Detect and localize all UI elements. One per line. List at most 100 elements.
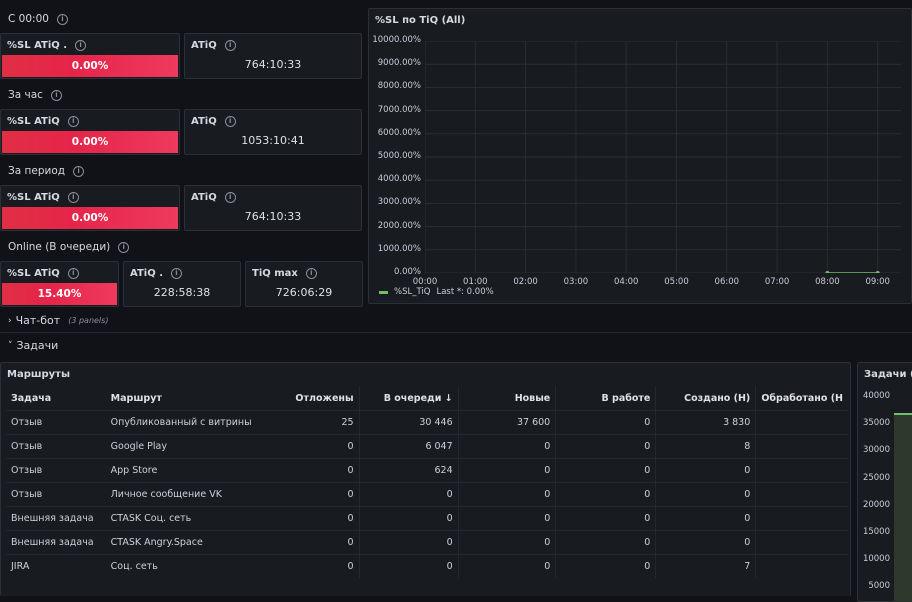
row-title-period[interactable]: За период i	[8, 165, 85, 177]
table-row: Отзыв Google Play 0 6 047 0 0 8	[6, 434, 848, 459]
x-tick-label: 07:00	[764, 277, 790, 287]
panel-title: ATiQ i	[191, 192, 236, 203]
info-icon[interactable]: i	[224, 40, 236, 51]
y-tick-label: 25000	[862, 472, 890, 483]
panel-title-label: ATiQ	[191, 40, 217, 51]
row-title-hour-label: За час	[8, 89, 43, 101]
table-row: Внешняя задача CTASK Соц. сеть 0 0 0 0 0	[6, 506, 848, 531]
info-icon[interactable]: i	[50, 89, 62, 101]
info-icon[interactable]: i	[56, 13, 68, 25]
table-cell: Внешняя задача	[6, 530, 106, 555]
panel-title-label: ATiQ	[191, 116, 217, 127]
stat-panel-sl-online: %SL ATiQ i 15.40%	[0, 261, 119, 307]
panel-title-label: ATiQ	[191, 192, 217, 203]
y-tick-label: 35000	[862, 418, 890, 429]
info-icon[interactable]: i	[171, 268, 182, 279]
y-tick-label: 4000.00%	[377, 174, 421, 185]
y-tick-label: 8000.00%	[377, 81, 421, 92]
row-chatbot[interactable]: › Чат-бот (3 panels)	[8, 314, 108, 327]
table-cell: 30 446	[359, 410, 459, 435]
panel-title-label: %SL ATiQ	[7, 192, 60, 203]
x-tick-label: 00:00	[412, 277, 438, 287]
table-cell: 0	[555, 554, 657, 578]
sort-desc-icon: ↓	[444, 392, 453, 404]
table-cell: JIRA	[6, 554, 106, 578]
column-header-in-queue[interactable]: В очереди ↓	[359, 386, 459, 411]
stat-value: 1053:10:41	[241, 134, 305, 147]
table-cell: Отзыв	[6, 410, 106, 435]
y-tick-label: 10000	[862, 554, 890, 565]
table-cell: 0	[458, 530, 557, 555]
table-cell: 0	[256, 458, 360, 483]
row-title-online[interactable]: Online (В очереди) i	[8, 241, 130, 253]
column-header-created[interactable]: Создано (Н)	[655, 386, 757, 411]
info-icon[interactable]: i	[224, 192, 236, 203]
info-icon[interactable]: i	[75, 40, 87, 51]
table-cell: Отзыв	[6, 434, 106, 459]
column-header-new[interactable]: Новые	[458, 386, 557, 411]
table-cell: 0	[458, 458, 557, 483]
table-row: JIRA Соц. сеть 0 0 0 0 7	[6, 554, 848, 578]
info-icon[interactable]: i	[67, 268, 79, 279]
y-axis: 40000 35000 30000 25000 20000 15000 10000 5000	[858, 363, 892, 601]
info-icon[interactable]: i	[67, 116, 79, 127]
table-cell: 8	[655, 434, 757, 459]
table-cell: 0	[555, 458, 657, 483]
row-title-hour[interactable]: За час i	[8, 89, 62, 101]
panel-title: %SL ATiQ i	[7, 192, 79, 203]
table-row: Отзыв App Store 0 624 0 0 0	[6, 458, 848, 483]
table-cell: Google Play	[105, 434, 257, 459]
tasks-graph-panel[interactable]: Задачи (All 40000 35000 30000 25000 20000 150…	[857, 362, 912, 602]
info-icon[interactable]: i	[305, 268, 317, 279]
y-tick-label: 5000.00%	[377, 151, 421, 161]
panel-title: TiQ max i	[252, 268, 317, 279]
stat-panel-atiq-hour: ATiQ i 1053:10:41	[184, 109, 362, 155]
column-header-in-queue-label: В очереди	[383, 392, 442, 404]
column-header-route[interactable]: Маршрут	[110, 392, 162, 404]
divider	[0, 332, 912, 333]
info-icon[interactable]: i	[118, 241, 130, 253]
legend[interactable]: %SL_TiQ Last *: 0.00%	[379, 287, 494, 297]
info-icon[interactable]: i	[67, 192, 79, 203]
y-tick-label: 15000	[862, 527, 890, 537]
stat-value: 0.00%	[2, 55, 178, 77]
chevron-right-icon: ›	[8, 315, 12, 326]
column-header-task[interactable]: Задача	[11, 392, 52, 404]
row-title-since[interactable]: С 00:00 i	[8, 13, 68, 25]
table-cell: 0	[555, 482, 657, 507]
chevron-down-icon: ˅	[8, 340, 13, 351]
panel-title-label: %SL ATiQ	[7, 268, 60, 279]
table-cell: 0	[256, 506, 360, 531]
stat-panel-atiq-since: ATiQ i 764:10:33	[184, 33, 362, 79]
table-cell: 0	[555, 410, 657, 435]
table-cell: 0	[256, 554, 360, 578]
table-cell: 0	[458, 434, 557, 459]
table-cell: 0	[359, 506, 459, 531]
table-cell: 3 830	[655, 410, 757, 435]
panel-title-label: ATiQ .	[130, 268, 163, 279]
table-cell: 25	[256, 410, 360, 435]
column-header-postponed[interactable]: Отложены	[256, 386, 360, 411]
legend-series-name: %SL_TiQ	[394, 287, 431, 297]
panel-title-label: %SL ATiQ	[7, 116, 60, 127]
column-header-processed[interactable]: Обработано (Н	[761, 392, 843, 404]
table-cell: Личное сообщение VK	[105, 482, 257, 507]
table-cell: 0	[458, 506, 557, 531]
x-tick-label: 09:00	[865, 277, 890, 287]
table-cell	[755, 554, 848, 578]
column-header-in-work[interactable]: В работе	[555, 386, 657, 411]
table-row: Внешняя задача CTASK Angry.Space 0 0 0 0 0	[6, 530, 848, 555]
y-tick-label: 5000	[868, 581, 890, 592]
routes-table: Задача Маршрут Отложены В очереди ↓ Новы…	[6, 386, 848, 578]
x-axis: 00:00 01:00 02:00 03:00 04:00 05:00 06:00 07:00…	[413, 277, 901, 291]
info-icon[interactable]: i	[224, 116, 236, 127]
x-tick-label: 03:00	[563, 277, 589, 287]
table-cell: CTASK Angry.Space	[105, 530, 257, 555]
sl-tiq-graph-panel[interactable]: %SL по TiQ (All) 10000.00% 9000.00% 8000.0…	[368, 8, 912, 304]
row-chatbot-title: Чат-бот	[15, 314, 61, 327]
row-tasks[interactable]: ˅ Задачи	[8, 339, 58, 352]
table-cell	[755, 458, 848, 483]
table-cell	[755, 434, 848, 459]
stat-panel-sl-period: %SL ATiQ i 0.00%	[0, 185, 180, 231]
info-icon[interactable]: i	[73, 165, 85, 177]
